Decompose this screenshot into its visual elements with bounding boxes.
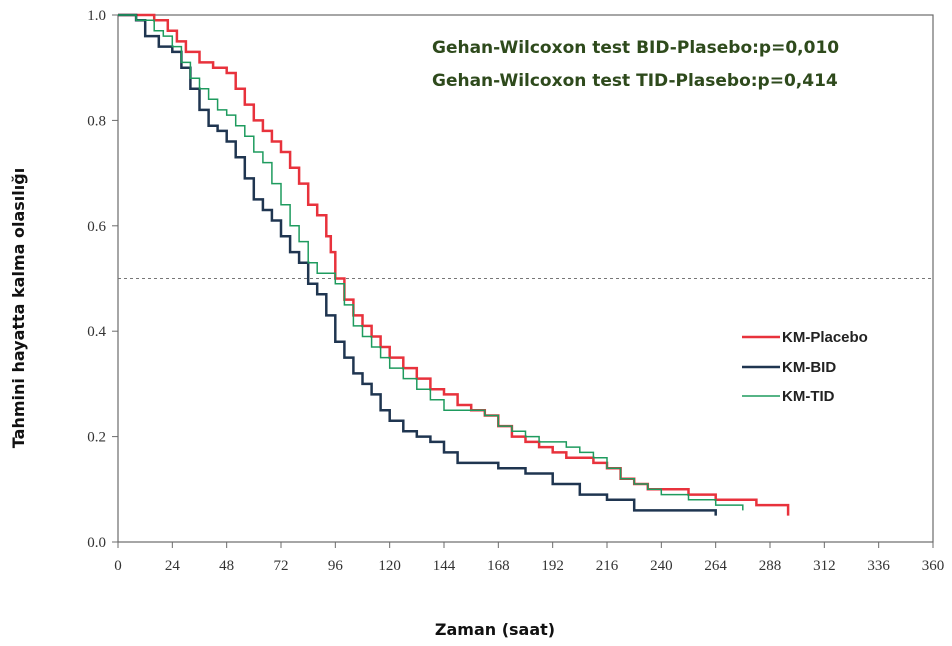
y-tick-label: 0.8 [87, 113, 106, 129]
x-tick-label: 264 [704, 558, 727, 574]
series-line-km-tid [118, 14, 744, 511]
y-tick-label: 0.6 [87, 219, 106, 235]
x-tick-label: 168 [487, 558, 510, 574]
y-tick-label: 0.2 [87, 430, 106, 446]
legend-label-tid: KM-TID [782, 388, 835, 405]
legend-label-bid: KM-BID [782, 359, 836, 376]
x-tick-label: 120 [378, 558, 401, 574]
x-tick-label: 216 [596, 558, 619, 574]
y-tick-label: 1.0 [87, 8, 106, 24]
y-axis: 0.0 0.2 0.4 0.6 0.8 1.0 [87, 8, 118, 551]
legend-label-placebo: KM-Placebo [782, 329, 868, 346]
x-tick-label: 24 [165, 558, 181, 574]
x-axis: 0 24 48 72 96 120 144 168 192 216 240 264 288 312 336 3… [114, 542, 944, 574]
x-tick-label: 288 [759, 558, 782, 574]
x-tick-label: 336 [867, 558, 890, 574]
x-tick-label: 48 [219, 558, 234, 574]
annotation-bid: Gehan-Wilcoxon test BID-Plasebo:p=0,010 [432, 38, 839, 58]
series-line-km-bid [118, 13, 717, 516]
x-tick-label: 360 [922, 558, 945, 574]
x-axis-title: Zaman (saat) [435, 620, 555, 639]
x-tick-label: 0 [114, 558, 122, 574]
y-tick-label: 0.4 [87, 324, 106, 340]
series-layer [118, 13, 790, 516]
legend: KM-Placebo KM-BID KM-TID [742, 329, 868, 405]
y-tick-label: 0.0 [87, 535, 106, 551]
x-tick-label: 96 [328, 558, 344, 574]
x-tick-label: 192 [541, 558, 564, 574]
x-tick-label: 312 [813, 558, 836, 574]
y-axis-title: Tahmini hayatta kalma olasılığı [9, 168, 28, 448]
annotation-tid: Gehan-Wilcoxon test TID-Plasebo:p=0,414 [432, 71, 838, 91]
x-tick-label: 240 [650, 558, 673, 574]
x-tick-label: 144 [433, 558, 456, 574]
x-tick-label: 72 [274, 558, 289, 574]
